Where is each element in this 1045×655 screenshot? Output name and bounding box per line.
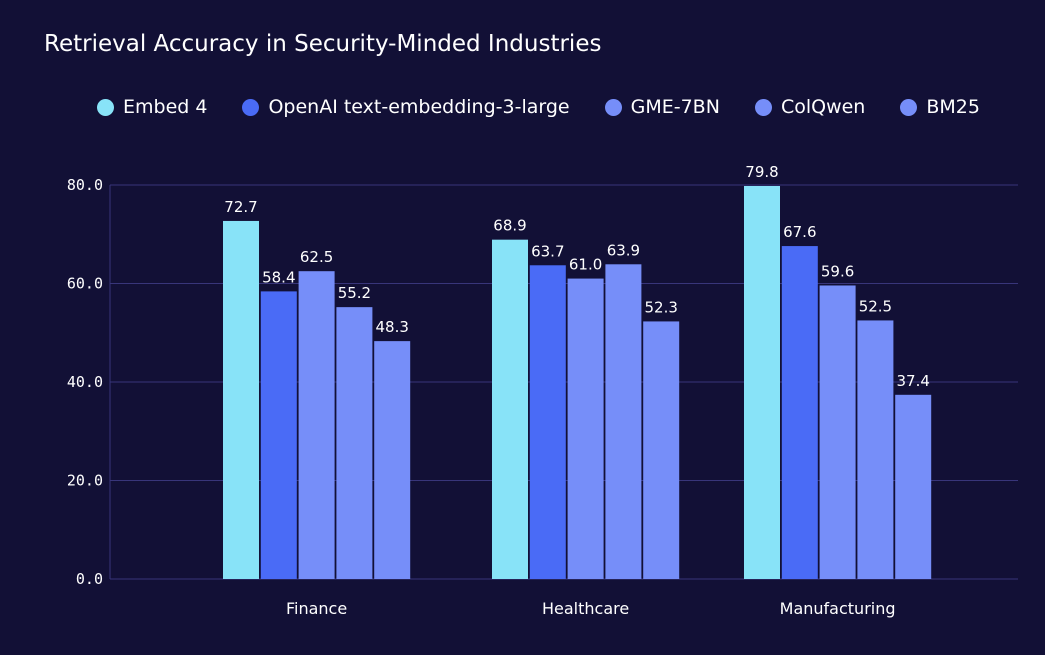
bars (223, 185, 932, 580)
bar-finance-0 (223, 220, 259, 579)
x-axis-categories: Finance Healthcare Manufacturing (286, 599, 896, 618)
bar-finance-1 (260, 291, 297, 579)
y-tick-label: 20.0 (67, 472, 103, 490)
legend-item-embed-4: Embed 4 (97, 96, 207, 118)
bar-manufacturing-0 (744, 185, 780, 580)
legend-item-bm25: BM25 (900, 96, 980, 118)
legend-swatch-colqwen (754, 98, 772, 116)
legend-item-gme-7bn: GME-7BN (604, 96, 720, 118)
bar-value-label: 48.3 (375, 318, 408, 336)
bar-value-label: 55.2 (338, 284, 371, 302)
bar-value-label: 63.9 (607, 241, 640, 259)
bar-value-label: 62.5 (300, 248, 333, 266)
x-category-label: Manufacturing (780, 599, 896, 618)
y-tick-label: 80.0 (67, 176, 103, 194)
bar-manufacturing-4 (895, 394, 932, 579)
legend-label-colqwen: ColQwen (780, 96, 866, 118)
bar-value-label: 52.3 (644, 298, 677, 316)
legend-label-gme-7bn: GME-7BN (630, 96, 720, 118)
legend-label-embed-4: Embed 4 (123, 96, 208, 118)
bar-value-label: 59.6 (821, 262, 854, 280)
bar-healthcare-0 (492, 239, 528, 580)
y-axis-ticks: 0.0 20.0 40.0 60.0 80.0 (67, 176, 103, 588)
legend-label-bm25: BM25 (926, 96, 980, 118)
bar-value-label: 63.7 (531, 242, 564, 260)
y-tick-label: 60.0 (67, 275, 103, 293)
bar-value-label: 72.7 (224, 198, 257, 216)
bar-healthcare-3 (605, 264, 642, 579)
bar-manufacturing-3 (857, 320, 894, 579)
x-category-label: Finance (286, 599, 347, 618)
legend-label-openai: OpenAI text-embedding-3-large (268, 96, 570, 118)
x-category-label: Healthcare (542, 599, 629, 618)
value-labels: 72.7 58.4 62.5 55.248.3 68.9 63.7 61.0 63.9 52.3… (224, 163, 930, 390)
bar-manufacturing-2 (819, 285, 856, 579)
bar-finance-2 (298, 271, 335, 579)
legend-swatch-embed-4 (97, 98, 114, 116)
bar-manufacturing-1 (781, 246, 818, 579)
bar-value-label: 58.4 (262, 268, 295, 286)
bar-healthcare-2 (567, 278, 604, 579)
legend-swatch-openai (242, 98, 260, 116)
y-tick-label: 40.0 (67, 373, 103, 391)
bar-healthcare-1 (529, 265, 566, 579)
bar-value-label: 37.4 (896, 372, 929, 390)
bar-finance-4 (374, 341, 411, 579)
bar-finance-3 (336, 307, 373, 579)
bar-healthcare-4 (643, 321, 680, 579)
y-tick-label: 0.0 (76, 570, 103, 588)
bar-value-label: 68.9 (493, 217, 526, 235)
legend-swatch-gme-7bn (604, 98, 622, 116)
bar-value-label: 52.5 (859, 297, 892, 315)
chart-title: Retrieval Accuracy in Security-Minded In… (44, 31, 602, 57)
legend: Embed 4 OpenAI text-embedding-3-large GM… (97, 93, 980, 121)
legend-item-colqwen: ColQwen (754, 96, 866, 118)
legend-item-openai: OpenAI text-embedding-3-large (242, 96, 570, 118)
bar-value-label: 67.6 (783, 223, 816, 241)
bar-value-label: 79.8 (745, 163, 778, 181)
bar-value-label: 61.0 (569, 256, 602, 274)
legend-swatch-bm25 (900, 98, 918, 116)
